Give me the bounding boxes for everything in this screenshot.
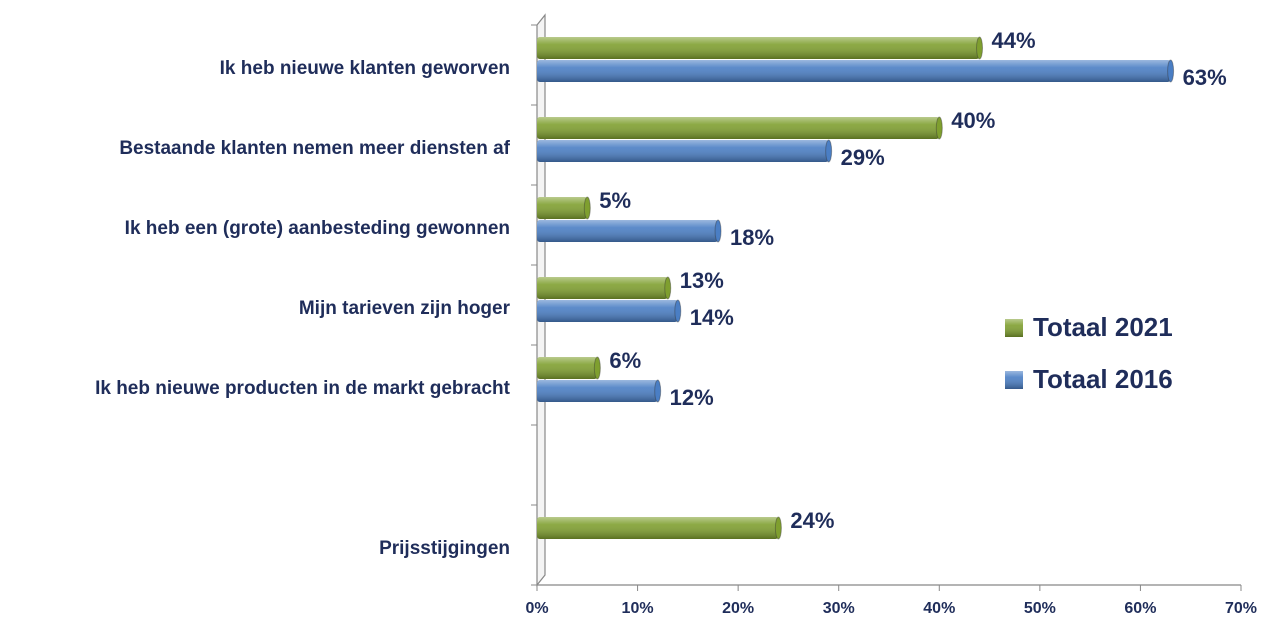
bar-shine <box>537 140 829 162</box>
bar-cap <box>664 276 672 300</box>
x-tick-label: 0% <box>525 600 548 617</box>
bar-cap <box>935 116 943 140</box>
bar-shine <box>537 60 1171 82</box>
value-label: 18% <box>730 225 774 250</box>
x-tick-label: 20% <box>722 600 754 617</box>
bar-cap <box>654 379 662 403</box>
value-label: 12% <box>670 385 714 410</box>
x-tick-label: 50% <box>1024 600 1056 617</box>
value-label: 44% <box>992 28 1036 53</box>
bar-cap <box>593 356 601 380</box>
bar-cap <box>825 139 833 163</box>
bar-shine <box>537 380 658 402</box>
bar-cap <box>714 219 722 243</box>
bar-shine <box>537 277 668 299</box>
bar-shine <box>537 517 779 539</box>
legend-swatch-shine <box>1005 319 1023 337</box>
legend-label: Totaal 2021 <box>1033 312 1173 342</box>
x-tick-label: 70% <box>1225 600 1257 617</box>
legend-swatch-shine <box>1005 371 1023 389</box>
bar-cap <box>976 36 984 60</box>
value-label: 29% <box>841 145 885 170</box>
x-tick-label: 40% <box>923 600 955 617</box>
bar-shine <box>537 117 940 139</box>
bar-shine <box>537 220 719 242</box>
value-label: 5% <box>599 188 631 213</box>
legend-label: Totaal 2016 <box>1033 364 1173 394</box>
bar-cap <box>583 196 591 220</box>
bar-shine <box>537 300 678 322</box>
bar-cap <box>674 299 682 323</box>
y-tick-label: Bestaande klanten nemen meer diensten af <box>119 138 510 159</box>
value-label: 63% <box>1183 65 1227 90</box>
bar-cap <box>1167 59 1175 83</box>
value-label: 14% <box>690 305 734 330</box>
y-tick-label: Mijn tarieven zijn hoger <box>299 298 511 319</box>
value-label: 24% <box>790 508 834 533</box>
x-tick-label: 30% <box>823 600 855 617</box>
value-label: 6% <box>609 348 641 373</box>
y-tick-label: Ik heb een (grote) aanbesteding gewonnen <box>125 218 510 239</box>
x-tick-label: 10% <box>622 600 654 617</box>
bar-cap <box>774 516 782 540</box>
bar-shine <box>537 37 980 59</box>
y-tick-label: Ik heb nieuwe producten in de markt gebr… <box>95 378 511 399</box>
x-tick-label: 60% <box>1124 600 1156 617</box>
y-tick-label: Ik heb nieuwe klanten geworven <box>220 58 510 79</box>
value-label: 40% <box>951 108 995 133</box>
value-label: 13% <box>680 268 724 293</box>
y-tick-label: Prijsstijgingen <box>379 538 510 559</box>
bar-shine <box>537 357 598 379</box>
bar-shine <box>537 197 588 219</box>
